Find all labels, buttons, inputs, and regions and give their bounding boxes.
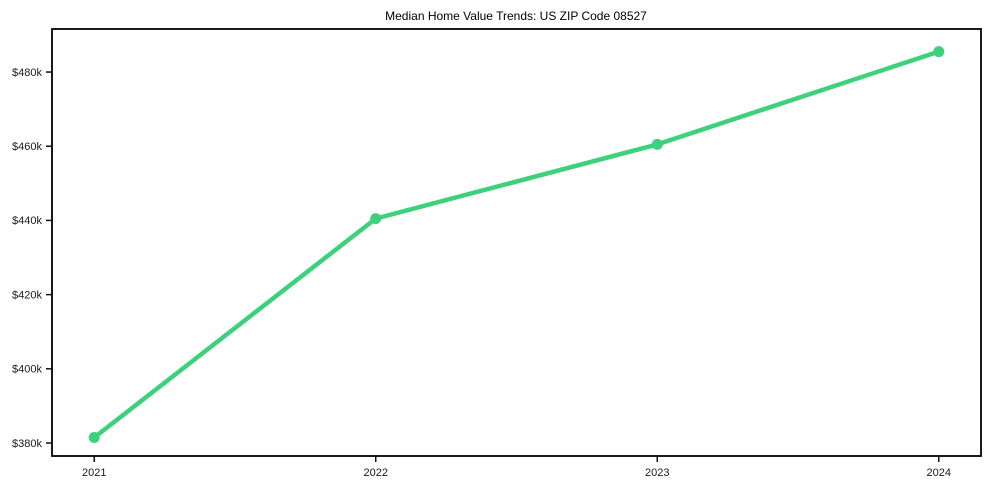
y-axis-tick-label: $400k bbox=[12, 364, 42, 376]
data-point-marker bbox=[88, 432, 100, 443]
data-point-marker bbox=[933, 46, 945, 58]
x-axis-tick-label: 2023 bbox=[645, 467, 669, 479]
y-axis-tick-label: $440k bbox=[12, 215, 42, 227]
y-axis-tick-label: $420k bbox=[12, 289, 42, 301]
chart-title: Median Home Value Trends: US ZIP Code 08… bbox=[385, 9, 647, 23]
x-axis-tick-label: 2021 bbox=[82, 467, 106, 479]
data-point-marker bbox=[651, 138, 663, 150]
y-axis-tick-label: $460k bbox=[12, 141, 42, 153]
x-axis-tick-label: 2022 bbox=[364, 467, 388, 479]
y-axis-tick-label: $380k bbox=[12, 438, 42, 450]
plot-frame bbox=[51, 28, 982, 457]
x-axis-tick-label: 2024 bbox=[927, 467, 951, 479]
line-series bbox=[88, 46, 945, 443]
trend-line bbox=[91, 49, 942, 440]
y-axis-tick-label: $480k bbox=[12, 67, 42, 79]
data-point-marker bbox=[370, 213, 382, 225]
axes: $380k $400k $420k $440k $460k $480k 2021 2022 20… bbox=[12, 28, 982, 479]
